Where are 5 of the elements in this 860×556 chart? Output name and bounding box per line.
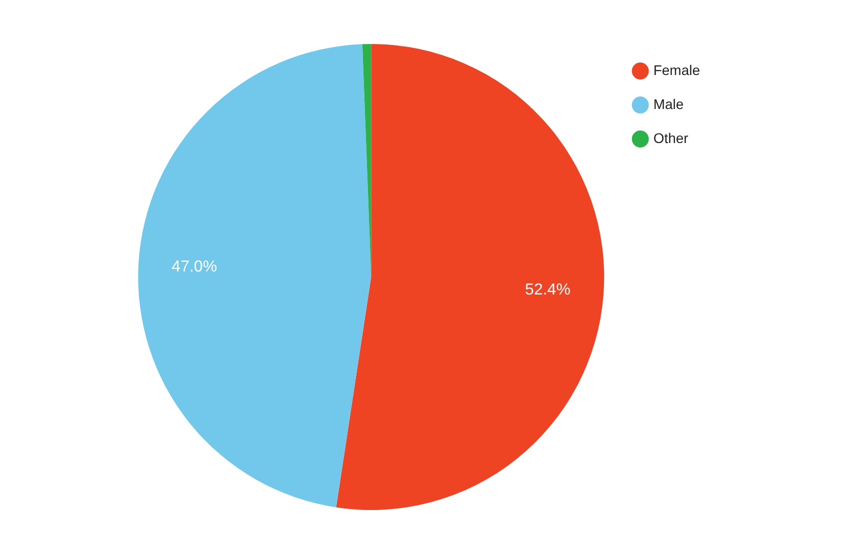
legend-label: Female: [653, 62, 700, 78]
legend-label: Male: [653, 96, 684, 112]
legend-label: Other: [653, 130, 689, 146]
data-label: 52.4%: [525, 282, 570, 299]
data-label: 47.0%: [172, 258, 218, 276]
